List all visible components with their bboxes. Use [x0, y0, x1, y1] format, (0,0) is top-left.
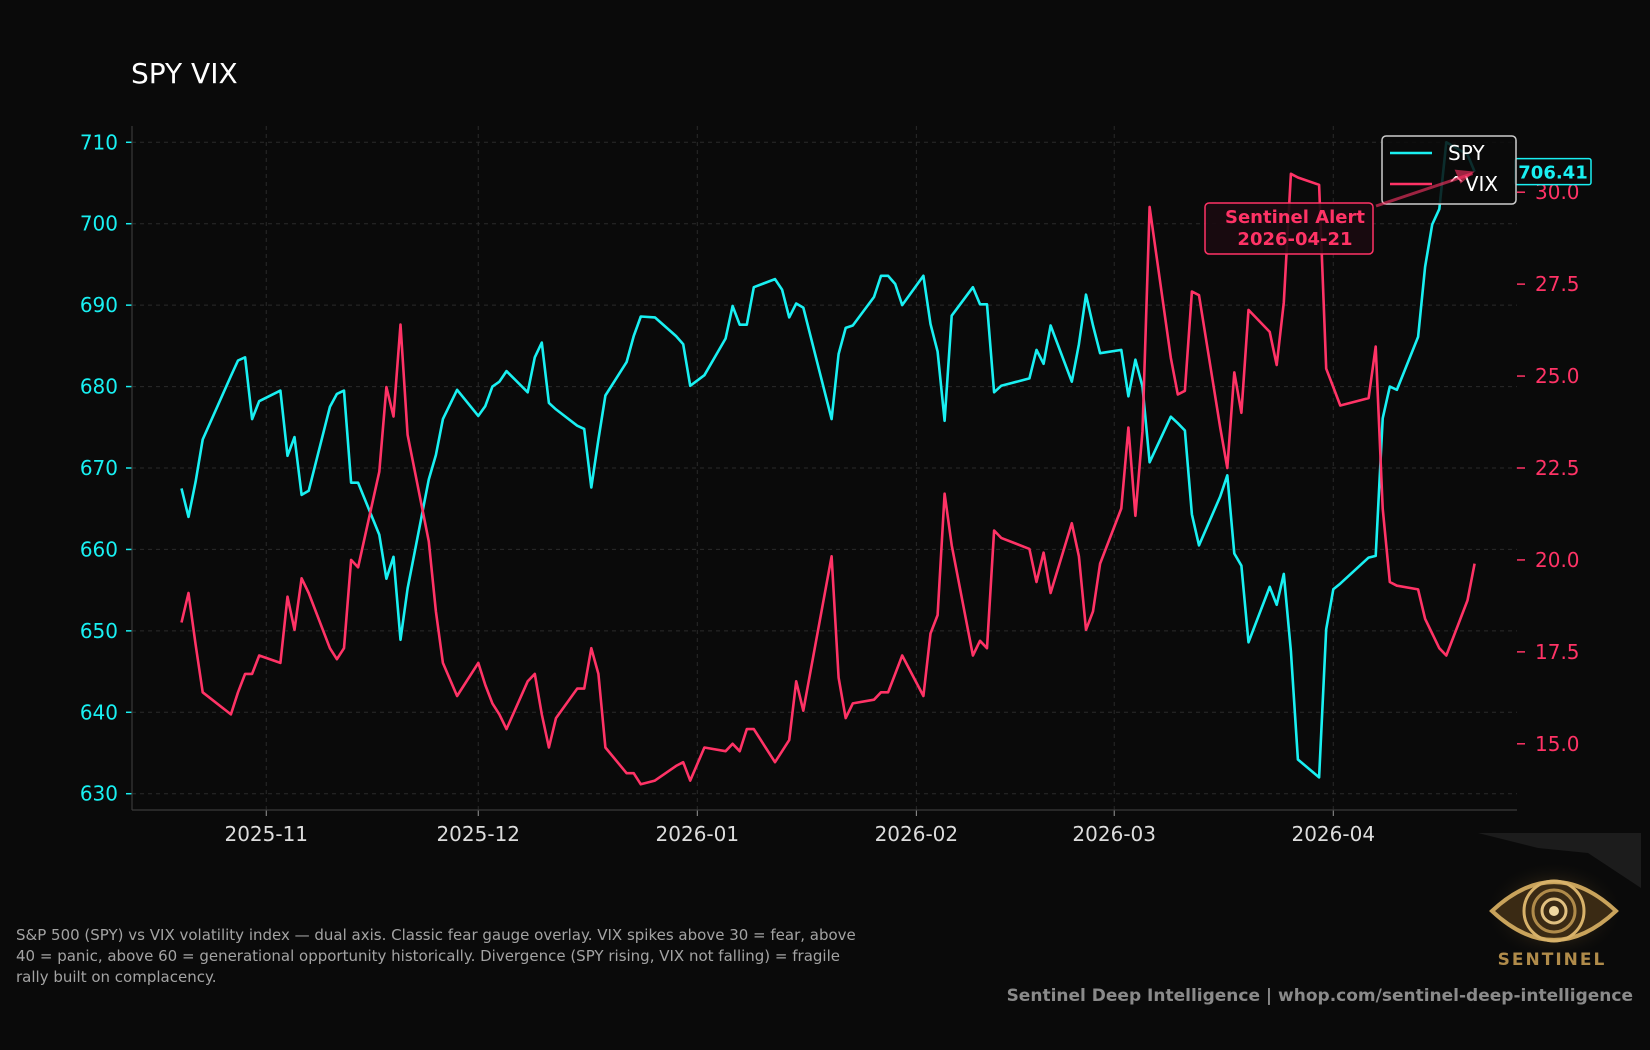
right-tick-label: 22.5 — [1535, 456, 1580, 480]
x-tick-label: 2026-04 — [1291, 822, 1375, 846]
annotation-arrowhead — [1454, 169, 1475, 184]
annotation-arrow — [1375, 172, 1474, 208]
left-tick-label: 690 — [80, 293, 118, 317]
legend-vix-label: ^VIX — [1448, 172, 1498, 196]
left-tick-label: 680 — [80, 375, 118, 399]
x-tick-label: 2026-01 — [656, 822, 740, 846]
last-value-label: 706.41 — [1514, 157, 1592, 186]
left-tick-label: 700 — [80, 212, 118, 236]
eye-icon — [1478, 833, 1641, 961]
left-tick-label: 670 — [80, 456, 118, 480]
vix-line — [180, 172, 1476, 786]
legend: SPY ^VIX — [1381, 135, 1517, 205]
left-tick-label: 650 — [80, 619, 118, 643]
right-tick-label: 20.0 — [1535, 548, 1580, 572]
chart-title: SPY VIX — [131, 57, 238, 90]
logo-wordmark: SENTINEL — [1497, 950, 1607, 970]
left-tick-label: 640 — [80, 700, 118, 724]
annotation-line1: Sentinel Alert — [1225, 207, 1365, 228]
footer-credit[interactable]: Sentinel Deep Intelligence | whop.com/se… — [1006, 986, 1633, 1006]
left-tick-label: 660 — [80, 537, 118, 561]
right-tick-label: 15.0 — [1535, 732, 1580, 756]
annotation-line2: 2026-04-21 — [1237, 229, 1352, 250]
chart-caption: S&P 500 (SPY) vs VIX volatility index — … — [16, 926, 856, 986]
right-tick-label: 17.5 — [1535, 640, 1580, 664]
x-tick-label: 2026-03 — [1072, 822, 1156, 846]
annotation-box — [1204, 202, 1374, 255]
right-tick-label: 27.5 — [1535, 272, 1580, 296]
x-tick-label: 2025-12 — [436, 822, 520, 846]
left-tick-label: 630 — [80, 782, 118, 806]
svg-text:706.41: 706.41 — [1518, 163, 1587, 184]
legend-spy-label: SPY — [1448, 141, 1485, 165]
axes: 2025-11 2025-12 2026-01 2026-02 2026-03 2026-… — [80, 126, 1580, 846]
left-tick-label: 710 — [80, 130, 118, 154]
x-tick-label: 2026-02 — [875, 822, 959, 846]
spy-line — [180, 141, 1476, 779]
series-lines — [180, 141, 1476, 786]
right-tick-label: 25.0 — [1535, 364, 1580, 388]
x-tick-label: 2025-11 — [224, 822, 308, 846]
